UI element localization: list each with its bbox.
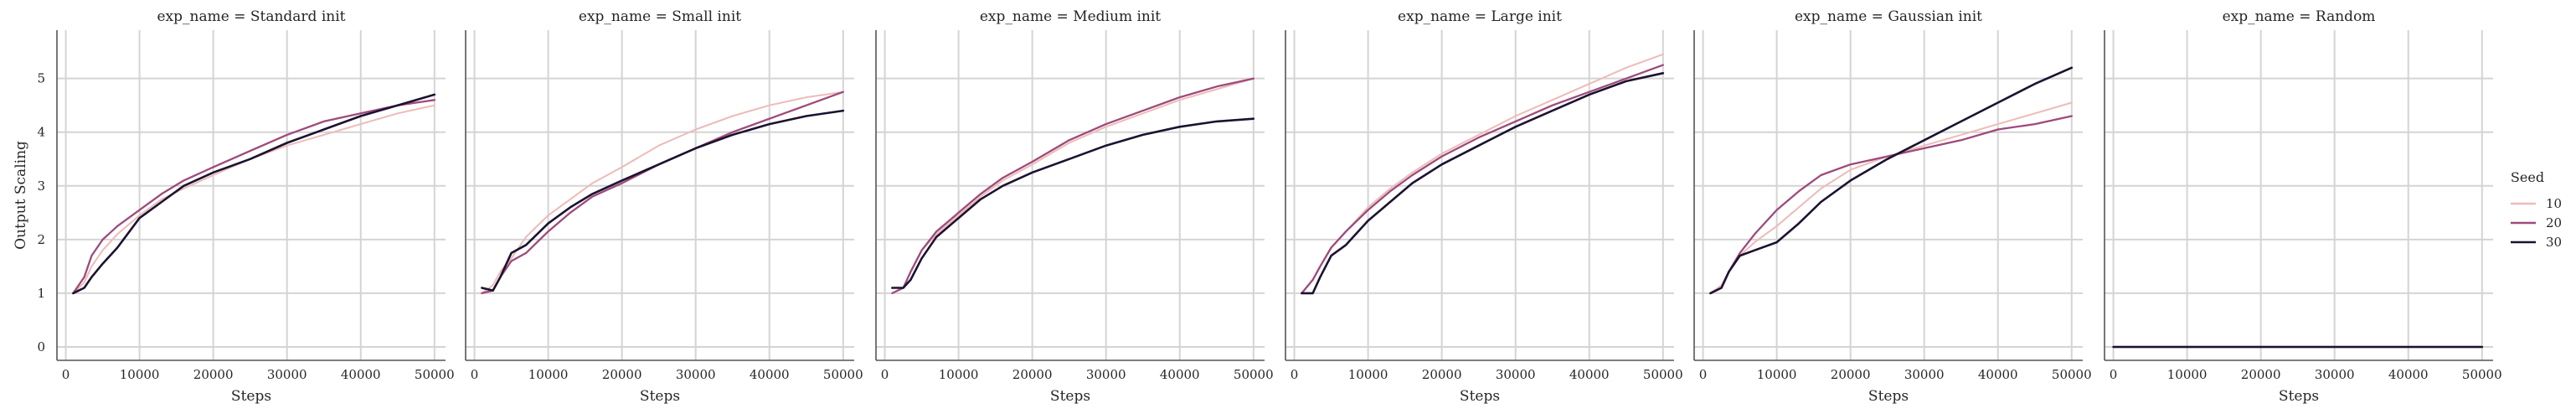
x-tick-label: 30000	[1086, 367, 1126, 382]
x-tick-label: 50000	[415, 367, 455, 382]
panel-1: 0 1 2 3 4 5 Output Scaling 0 10000 20000 30000 4000…	[13, 8, 455, 405]
series-line-seed-30	[1709, 66, 2074, 295]
panel-title: exp_name = Gaussian init	[1795, 8, 1982, 25]
x-tick-label: 50000	[2462, 367, 2502, 382]
x-tick-label: 40000	[341, 367, 381, 382]
x-tick-label: 10000	[2167, 367, 2208, 382]
legend-label-seed-30: 30	[2546, 235, 2562, 250]
series-line-seed-10	[1301, 53, 1664, 294]
x-tick-label: 50000	[1643, 367, 1683, 382]
x-tick-label: 0	[62, 367, 70, 382]
y-tick-label: 1	[37, 286, 45, 301]
x-tick-label: 0	[471, 367, 479, 382]
x-tick-label: 40000	[1978, 367, 2018, 382]
x-tick-label: 40000	[750, 367, 790, 382]
x-tick-label: 30000	[1496, 367, 1536, 382]
x-tick-label: 40000	[2388, 367, 2429, 382]
x-tick-label: 10000	[1757, 367, 1797, 382]
series-line-seed-20	[481, 91, 844, 295]
y-tick-label: 0	[37, 339, 45, 354]
panel-4: 0 10000 20000 30000 40000 50000 Steps exp_name …	[1285, 8, 1683, 405]
panel-title: exp_name = Medium init	[980, 8, 1161, 25]
panel-2: 0 10000 20000 30000 40000 50000 Steps exp_name …	[465, 8, 863, 405]
x-tick-label: 20000	[2241, 367, 2281, 382]
x-tick-label: 0	[881, 367, 889, 382]
x-axis-label: Steps	[231, 388, 271, 405]
x-tick-label: 50000	[823, 367, 863, 382]
panel-title: exp_name = Large init	[1398, 8, 1562, 25]
legend-label-seed-20: 20	[2546, 215, 2562, 230]
series-line-seed-20	[1301, 64, 1664, 295]
x-tick-label: 30000	[1904, 367, 1945, 382]
x-tick-label: 10000	[1348, 367, 1388, 382]
x-axis-label: Steps	[640, 388, 680, 405]
series-line-seed-20	[1709, 115, 2073, 295]
x-tick-label: 0	[1291, 367, 1299, 382]
x-tick-label: 0	[2110, 367, 2118, 382]
legend-title: Seed	[2511, 169, 2544, 185]
panel-5: 0 10000 20000 30000 40000 50000 Steps exp_name …	[1693, 8, 2092, 405]
x-tick-label: 0	[1699, 367, 1708, 382]
x-tick-label: 20000	[1422, 367, 1462, 382]
y-tick-label: 4	[37, 125, 45, 140]
series-line-seed-30	[72, 93, 436, 295]
panel-title: exp_name = Standard init	[157, 8, 346, 25]
series-line-seed-30	[891, 117, 1255, 289]
series-line-seed-10	[72, 104, 435, 294]
legend-label-seed-10: 10	[2546, 196, 2562, 211]
y-tick-label: 2	[37, 232, 45, 247]
x-tick-label: 30000	[2315, 367, 2355, 382]
x-tick-label: 10000	[528, 367, 569, 382]
series-line-seed-10	[1709, 101, 2073, 294]
panel-title: exp_name = Small init	[579, 8, 741, 25]
series-line-seed-30	[481, 109, 845, 292]
series-line-seed-10	[481, 91, 844, 294]
series-line-seed-20	[72, 99, 435, 295]
panel-title: exp_name = Random	[2223, 8, 2376, 25]
x-tick-label: 30000	[676, 367, 716, 382]
panel-6: 0 10000 20000 30000 40000 50000 Steps exp_name …	[2104, 8, 2502, 405]
x-tick-label: 20000	[1012, 367, 1053, 382]
x-axis-label: Steps	[1460, 388, 1500, 405]
series-line-seed-20	[891, 77, 1255, 295]
y-axis-label: Output Scaling	[13, 141, 29, 250]
x-axis-label: Steps	[2279, 388, 2319, 405]
x-tick-label: 30000	[267, 367, 307, 382]
panel-3: 0 10000 20000 30000 40000 50000 Steps exp_name …	[875, 8, 1274, 405]
x-tick-label: 20000	[193, 367, 234, 382]
y-tick-label: 5	[37, 71, 45, 86]
x-tick-label: 50000	[1234, 367, 1274, 382]
x-tick-label: 10000	[939, 367, 979, 382]
x-tick-label: 20000	[602, 367, 642, 382]
y-tick-label: 3	[37, 178, 45, 194]
x-tick-label: 40000	[1160, 367, 1200, 382]
x-axis-label: Steps	[1868, 388, 1909, 405]
x-tick-label: 50000	[2052, 367, 2092, 382]
x-axis-label: Steps	[1050, 388, 1090, 405]
x-tick-label: 40000	[1569, 367, 1610, 382]
x-tick-label: 20000	[1831, 367, 1871, 382]
series-line-seed-30	[1301, 72, 1665, 295]
x-tick-label: 10000	[120, 367, 160, 382]
